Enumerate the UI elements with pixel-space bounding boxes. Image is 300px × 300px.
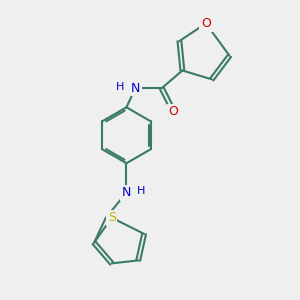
Text: H: H [137, 186, 146, 196]
Text: O: O [201, 17, 211, 30]
Text: N: N [122, 186, 131, 199]
Text: O: O [169, 105, 178, 118]
Text: H: H [116, 82, 125, 92]
Text: N: N [130, 82, 140, 95]
Text: S: S [108, 211, 116, 224]
